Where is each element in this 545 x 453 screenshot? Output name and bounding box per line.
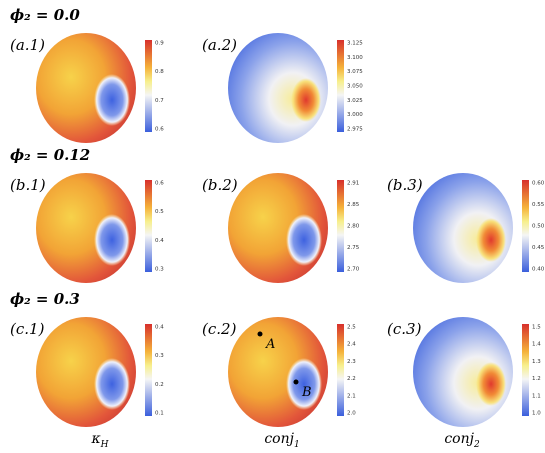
colorbar <box>522 324 529 416</box>
colorbar-tick: 2.75 <box>347 245 360 251</box>
colorbar <box>145 324 152 416</box>
column-label-sub: 1 <box>294 440 300 450</box>
colorbar-tick: 2.3 <box>347 359 356 365</box>
colorbar-tick: 0.7 <box>155 98 164 104</box>
colorbar-tick: 0.1 <box>155 411 164 417</box>
column-label-sub: H <box>100 440 109 450</box>
colorbar-tick: 0.6 <box>155 127 164 133</box>
panel-label: (c.1) <box>10 320 45 338</box>
colorbar <box>337 40 344 132</box>
colorbar-tick: 3.000 <box>347 112 363 118</box>
colorbar-tick: 1.5 <box>532 325 541 331</box>
colorbar-tick: 0.55 <box>532 202 545 208</box>
colorbar <box>522 180 529 272</box>
surface-spot <box>94 214 130 266</box>
colorbar-tick: 2.5 <box>347 325 356 331</box>
surface-spot <box>476 362 506 406</box>
colorbar-tick: 2.80 <box>347 224 360 230</box>
column-label: conj2 <box>444 431 480 450</box>
surface-spot <box>286 358 322 410</box>
colorbar-tick: 1.0 <box>532 411 541 417</box>
colorbar-tick: 2.85 <box>347 202 360 208</box>
annotation: B <box>301 385 312 400</box>
panel-label: (c.3) <box>387 320 422 338</box>
panel-label: (c.2) <box>202 320 237 338</box>
colorbar-tick: 2.2 <box>347 376 356 382</box>
surface-spot <box>94 74 130 126</box>
colorbar-tick: 3.125 <box>347 41 363 47</box>
colorbar <box>337 180 344 272</box>
row-title: ϕ₂ = 0.3 <box>10 290 80 308</box>
colorbar <box>145 40 152 132</box>
colorbar <box>145 180 152 272</box>
colorbar-tick: 0.6 <box>155 181 164 187</box>
panel-label: (b.2) <box>202 176 238 194</box>
colorbar-tick: 3.025 <box>347 98 363 104</box>
row-title: ϕ₂ = 0.12 <box>10 146 90 164</box>
colorbar-tick: 0.50 <box>532 224 545 230</box>
column-label-base: conj <box>444 431 474 447</box>
panel-label: (b.1) <box>10 176 46 194</box>
colorbar-tick: 2.0 <box>347 411 356 417</box>
colorbar-tick: 0.45 <box>532 245 545 251</box>
panel-label: (b.3) <box>387 176 423 194</box>
colorbar-tick: 3.050 <box>347 84 363 90</box>
colorbar-tick: 2.70 <box>347 267 360 273</box>
colorbar-tick: 2.4 <box>347 342 356 348</box>
panel-label: (a.2) <box>202 36 237 54</box>
colorbar-tick: 0.5 <box>155 209 164 215</box>
colorbar-tick: 0.9 <box>155 41 164 47</box>
marker-dot <box>257 331 263 337</box>
surface-spot <box>286 214 322 266</box>
colorbar-tick: 1.4 <box>532 342 541 348</box>
marker-dot <box>293 379 299 385</box>
colorbar-tick: 2.975 <box>347 127 363 133</box>
colorbar-tick: 1.2 <box>532 376 541 382</box>
surface-spot <box>94 358 130 410</box>
colorbar-tick: 0.4 <box>155 325 164 331</box>
colorbar <box>337 324 344 416</box>
surface-spot <box>476 218 506 262</box>
colorbar-tick: 0.3 <box>155 267 164 273</box>
colorbar-tick: 3.075 <box>347 69 363 75</box>
colorbar-tick: 0.40 <box>532 267 545 273</box>
column-label: κH <box>90 431 108 450</box>
colorbar-tick: 0.60 <box>532 181 545 187</box>
column-label-sub: 2 <box>473 440 480 450</box>
row-title: ϕ₂ = 0.0 <box>10 6 80 24</box>
colorbar-tick: 0.3 <box>155 353 164 359</box>
colorbar-tick: 0.2 <box>155 382 164 388</box>
colorbar-tick: 1.3 <box>532 359 541 365</box>
panel-label: (a.1) <box>10 36 45 54</box>
column-label: conj1 <box>264 431 299 450</box>
column-label-base: κ <box>90 431 100 447</box>
annotation: A <box>265 337 275 352</box>
colorbar-tick: 0.8 <box>155 69 164 75</box>
colorbar-tick: 1.1 <box>532 393 541 399</box>
colorbar-tick: 0.4 <box>155 238 164 244</box>
column-label-base: conj <box>264 431 294 447</box>
surface-spot <box>291 78 321 122</box>
colorbar-tick: 3.100 <box>347 55 363 61</box>
colorbar-tick: 2.91 <box>347 181 359 187</box>
colorbar-tick: 2.1 <box>347 393 356 399</box>
